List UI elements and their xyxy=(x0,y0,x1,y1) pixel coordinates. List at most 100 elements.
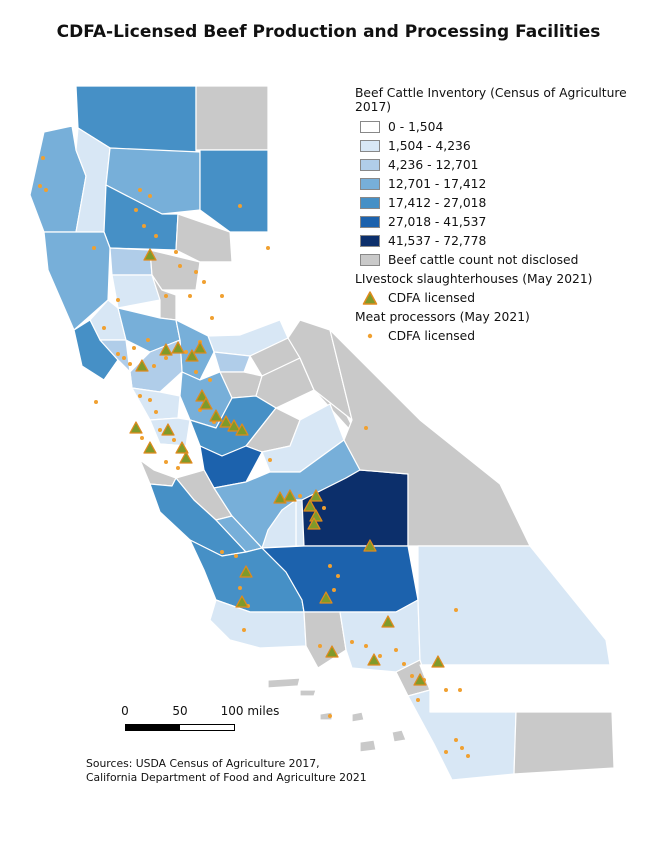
island-5 xyxy=(359,739,377,753)
processor-dot xyxy=(322,506,326,510)
processor-dot xyxy=(148,398,152,402)
processor-dot xyxy=(134,208,138,212)
processor-dot xyxy=(184,350,188,354)
sources-line-1: Sources: USDA Census of Agriculture 2017… xyxy=(86,757,320,770)
processor-dot xyxy=(142,224,146,228)
slaughterhouse-triangle xyxy=(325,645,339,658)
processor-dot xyxy=(172,438,176,442)
processor-dot xyxy=(238,586,242,590)
processor-dot xyxy=(454,738,458,742)
legend-class-label: 12,701 - 17,412 xyxy=(388,176,487,191)
county-inyo xyxy=(329,329,531,547)
slaughterhouse-triangle xyxy=(239,565,253,578)
legend-class-row: Beef cattle count not disclosed xyxy=(360,250,657,269)
legend-swatch xyxy=(360,120,380,133)
processor-dot xyxy=(154,234,158,238)
legend-class-label: Beef cattle count not disclosed xyxy=(388,252,579,267)
processor-dot xyxy=(194,370,198,374)
processor-dot xyxy=(238,204,242,208)
legend-class-row: 12,701 - 17,412 xyxy=(360,174,657,193)
processor-dot xyxy=(138,394,142,398)
processor-dot xyxy=(454,608,458,612)
processor-dot xyxy=(242,628,246,632)
county-modoc xyxy=(195,85,269,151)
processor-dot xyxy=(220,550,224,554)
legend-class-label: 1,504 - 4,236 xyxy=(388,138,471,153)
processor-dot xyxy=(148,194,152,198)
processor-dot xyxy=(460,746,464,750)
processor-dot xyxy=(178,264,182,268)
processor-dot xyxy=(220,294,224,298)
slaughterhouse-triangle xyxy=(199,397,213,410)
legend-swatch xyxy=(360,196,380,209)
slaughterhouse-triangle xyxy=(309,489,323,502)
legend-class-row: 1,504 - 4,236 xyxy=(360,136,657,155)
county-san-francisco xyxy=(121,409,133,425)
processor-dot xyxy=(444,688,448,692)
legend-swatch xyxy=(360,158,380,171)
slaughterhouse-triangle xyxy=(171,341,185,354)
processor-dot xyxy=(336,574,340,578)
slaughterhouse-triangle xyxy=(193,341,207,354)
processor-dot xyxy=(44,188,48,192)
legend-class-label: 0 - 1,504 xyxy=(388,119,444,134)
processor-dot xyxy=(210,316,214,320)
slaughterhouse-triangle xyxy=(283,489,297,502)
legend-class-row: 17,412 - 27,018 xyxy=(360,193,657,212)
slaughterhouse-triangle xyxy=(179,451,193,464)
inventory-legend-title: Beef Cattle Inventory (Census of Agricul… xyxy=(355,86,627,114)
processor-dot xyxy=(102,326,106,330)
scale-segment-white xyxy=(179,724,235,731)
processor-dot xyxy=(298,494,302,498)
county-colusa xyxy=(111,274,161,309)
processor-dot xyxy=(94,400,98,404)
legend-class-row: 4,236 - 12,701 xyxy=(360,155,657,174)
processor-dot xyxy=(410,674,414,678)
scale-label-0: 0 xyxy=(121,704,129,718)
slaughterhouse-triangle xyxy=(143,441,157,454)
county-santa-barbara xyxy=(209,599,307,649)
slaughter-legend-row: CDFA licensed xyxy=(360,288,657,307)
scale-label-50: 50 xyxy=(172,704,188,718)
processor-dot xyxy=(116,352,120,356)
slaughterhouse-triangle xyxy=(161,423,175,436)
processor-dot xyxy=(444,750,448,754)
slaughterhouse-triangle xyxy=(235,595,249,608)
processor-dot xyxy=(164,294,168,298)
processor-dot xyxy=(202,280,206,284)
legend-class-label: 27,018 - 41,537 xyxy=(388,214,487,229)
processor-dot xyxy=(122,356,126,360)
slaughterhouse-triangle xyxy=(135,359,149,372)
processor-dot xyxy=(152,364,156,368)
scale-label-100: 100 miles xyxy=(220,704,280,718)
county-imperial xyxy=(513,711,615,775)
slaughter-legend-title: LIvestock slaughterhouses (May 2021) xyxy=(355,272,593,286)
legend-class-label: 41,537 - 72,778 xyxy=(388,233,487,248)
processor-dot xyxy=(266,246,270,250)
county-san-bernardino xyxy=(417,545,611,666)
legend-class-row: 27,018 - 41,537 xyxy=(360,212,657,231)
processor-dot xyxy=(332,588,336,592)
processor-dot xyxy=(208,378,212,382)
legend-class-row: 0 - 1,504 xyxy=(360,117,657,136)
slaughterhouse-triangle xyxy=(235,423,249,436)
processor-dot xyxy=(416,698,420,702)
legend-swatch xyxy=(360,139,380,152)
sources-note: Sources: USDA Census of Agriculture 2017… xyxy=(86,757,367,785)
processor-dot xyxy=(164,356,168,360)
inventory-classes: 0 - 1,504 1,504 - 4,236 4,236 - 12,701 12,7… xyxy=(355,117,657,269)
processor-dot xyxy=(164,460,168,464)
processor-dot xyxy=(328,714,332,718)
slaughterhouse-triangle xyxy=(195,389,209,402)
slaughterhouse-triangle xyxy=(319,591,333,604)
county-sierra xyxy=(199,261,269,285)
processor-dot xyxy=(350,640,354,644)
county-butte xyxy=(149,249,201,291)
processor-dot xyxy=(378,654,382,658)
slaughterhouse-triangle xyxy=(273,491,287,504)
slaughterhouse-triangle xyxy=(175,441,189,454)
processor-dot xyxy=(138,188,142,192)
legend-class-label: 17,412 - 27,018 xyxy=(388,195,487,210)
island-1 xyxy=(267,677,301,689)
